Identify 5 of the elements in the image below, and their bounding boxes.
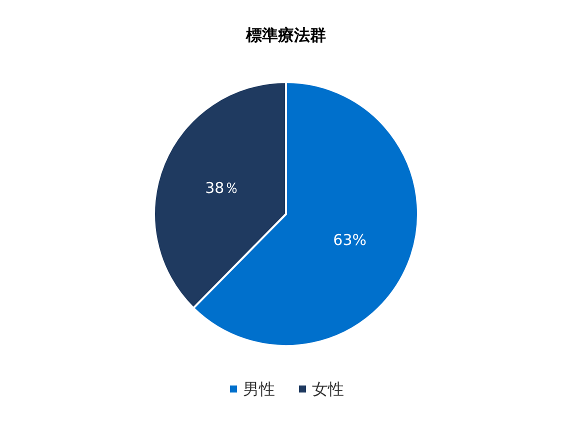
legend-label: 男性 xyxy=(243,380,275,398)
data-label: 38％ xyxy=(205,178,240,197)
data-label: 63% xyxy=(333,231,367,250)
legend-label: 女性 xyxy=(312,380,344,398)
chart-title: 標準療法群 xyxy=(245,26,326,44)
